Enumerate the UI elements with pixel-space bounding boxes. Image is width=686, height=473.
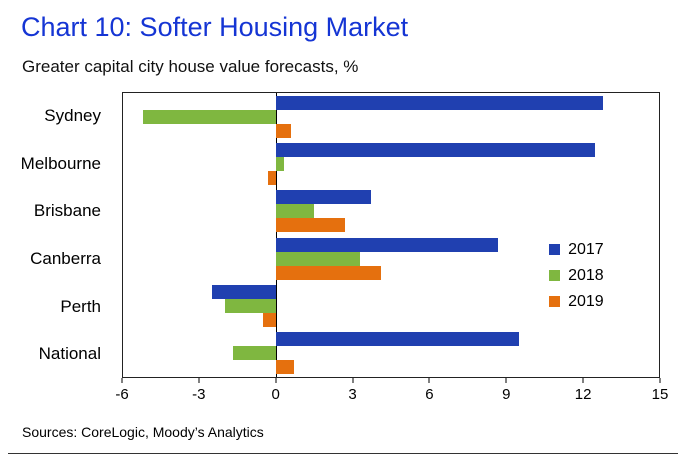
- category-label-brisbane: Brisbane: [33, 201, 101, 221]
- legend-label-2019: 2019: [568, 292, 604, 310]
- bar-national-2017: [276, 332, 519, 347]
- category-label-national: National: [38, 344, 101, 364]
- category-labels: Sydney Melbourne Brisbane Canberra Perth Nati…: [0, 92, 112, 378]
- bar-melbourne-2019: [268, 170, 277, 185]
- category-label-perth: Perth: [60, 296, 101, 316]
- source-note: Sources: CoreLogic, Moody’s Analytics: [22, 424, 264, 440]
- legend-swatch-2017: [549, 244, 561, 256]
- legend-swatch-2019: [549, 296, 561, 308]
- bar-group-national: [123, 330, 659, 377]
- bar-group-sydney: [123, 93, 659, 140]
- tick-label-3: 3: [348, 386, 357, 403]
- legend: 2017 2018 2019: [549, 241, 604, 311]
- bar-group-perth: [123, 282, 659, 329]
- bar-canberra-2017: [276, 237, 499, 252]
- bar-sydney-2018: [143, 109, 277, 124]
- bar-sydney-2017: [276, 95, 603, 110]
- plot-area: 2017 2018 2019: [122, 92, 660, 378]
- tick-mark-15: [659, 378, 661, 383]
- tick-label-15: 15: [651, 386, 669, 403]
- bar-melbourne-2018: [276, 156, 284, 171]
- tick-label-0: 0: [271, 386, 280, 403]
- bar-brisbane-2018: [276, 204, 315, 219]
- bar-perth-2017: [212, 284, 277, 299]
- category-label-canberra: Canberra: [30, 248, 101, 268]
- bar-canberra-2018: [276, 251, 361, 266]
- legend-label-2017: 2017: [568, 240, 604, 258]
- tick-label-6: 6: [425, 386, 434, 403]
- bar-sydney-2019: [276, 123, 292, 138]
- bar-national-2019: [276, 360, 294, 375]
- bar-melbourne-2017: [276, 142, 596, 157]
- bar-perth-2018: [225, 298, 277, 313]
- bar-perth-2019: [263, 312, 277, 327]
- tick-label-9: 9: [502, 386, 511, 403]
- bar-group-melbourne: [123, 140, 659, 187]
- legend-item-2019: 2019: [549, 293, 604, 311]
- legend-swatch-2018: [549, 270, 561, 282]
- tick-mark-12: [582, 378, 584, 383]
- tick-mark-3: [352, 378, 354, 383]
- tick-mark-0: [275, 378, 277, 383]
- bar-national-2018: [232, 346, 277, 361]
- bar-brisbane-2017: [276, 190, 371, 205]
- tick-mark-6: [428, 378, 430, 383]
- legend-item-2017: 2017: [549, 241, 604, 259]
- bar-brisbane-2019: [276, 218, 346, 233]
- tick-label--3: -3: [192, 386, 206, 403]
- category-label-sydney: Sydney: [44, 105, 101, 125]
- tick-mark--6: [121, 378, 123, 383]
- legend-item-2018: 2018: [549, 267, 604, 285]
- tick-mark--3: [198, 378, 200, 383]
- tick-label-12: 12: [574, 386, 592, 403]
- bar-canberra-2019: [276, 265, 381, 280]
- bar-group-canberra: [123, 235, 659, 282]
- x-axis-ticks: -6 -3 0 3 6 9 12 15: [115, 378, 668, 406]
- tick-mark-9: [505, 378, 507, 383]
- chart-title: Chart 10: Softer Housing Market: [21, 12, 409, 42]
- bar-group-brisbane: [123, 188, 659, 235]
- category-label-melbourne: Melbourne: [20, 153, 101, 173]
- chart-subtitle: Greater capital city house value forecas…: [22, 57, 359, 76]
- tick-label--6: -6: [115, 386, 129, 403]
- bottom-divider: [8, 453, 678, 454]
- zero-axis-line: [276, 93, 278, 377]
- legend-label-2018: 2018: [568, 266, 604, 284]
